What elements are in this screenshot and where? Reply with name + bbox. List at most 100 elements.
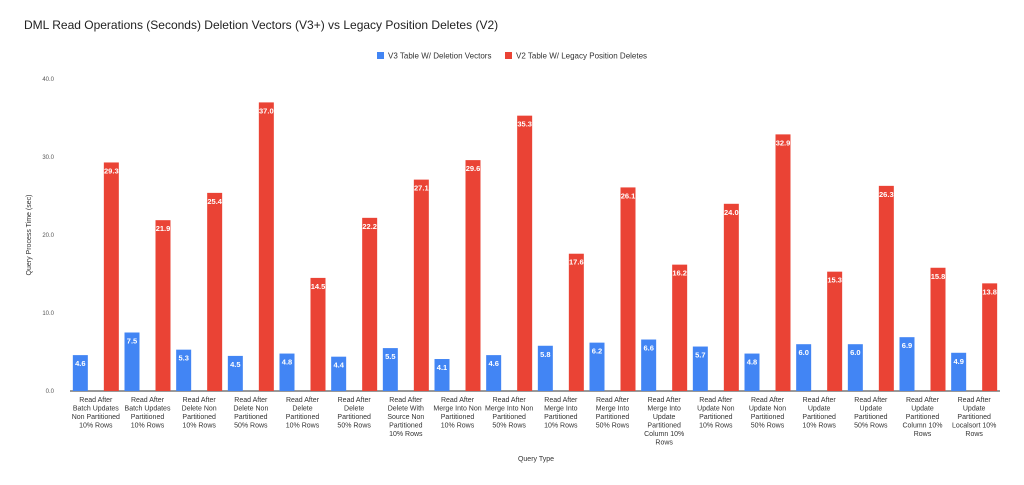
data-label: 15.8 <box>931 272 946 281</box>
data-label: 17.6 <box>569 258 584 267</box>
data-label: 26.3 <box>879 190 894 199</box>
x-tick-label: Read After Merge Into Partitioned 50% Rows <box>596 397 630 430</box>
bar <box>103 162 119 391</box>
bar <box>878 185 894 391</box>
y-tick-label: 0.0 <box>46 389 55 395</box>
x-tick-label-line: Read After <box>803 397 837 404</box>
x-tick-label-line: 50% Rows <box>751 423 785 430</box>
x-tick-label: Read After Delete Non Partitioned 10% Rows <box>182 397 217 430</box>
x-tick-label-line: Partitioned <box>286 414 320 421</box>
x-tick-label: Read After Delete Partitioned 50% Rows <box>337 397 371 430</box>
bar <box>72 355 88 391</box>
data-label: 26.1 <box>621 191 636 200</box>
bar <box>796 344 812 391</box>
data-label: 4.8 <box>282 358 292 367</box>
bar <box>827 271 843 391</box>
data-label: 4.9 <box>953 357 963 366</box>
x-tick-label-line: Partitioned <box>957 414 991 421</box>
x-tick-label-line: Update <box>808 406 831 413</box>
data-label: 4.1 <box>437 363 447 372</box>
x-tick-label-line: Update <box>911 406 934 413</box>
x-tick-label-line: Merge Into <box>596 406 630 413</box>
x-tick-label-line: Read After <box>699 397 733 404</box>
data-label: 6.9 <box>902 341 912 350</box>
x-tick-label-line: Delete With <box>388 406 424 413</box>
x-tick-label-line: Read After <box>234 397 268 404</box>
data-label: 4.6 <box>75 359 85 368</box>
bar <box>723 203 739 391</box>
legend-label: V2 Table W/ Legacy Position Deletes <box>516 52 647 61</box>
x-tick-label-line: Partitioned <box>647 423 681 430</box>
bar <box>951 352 967 391</box>
x-tick-label-line: 10% Rows <box>699 423 733 430</box>
x-tick-label-line: Delete Non <box>233 406 268 413</box>
x-tick-label-line: Partitioned <box>182 414 216 421</box>
x-tick-label-line: Update <box>653 414 676 421</box>
y-tick-label: 20.0 <box>42 233 54 239</box>
x-tick-label-line: Read After <box>389 397 423 404</box>
bar <box>537 345 553 391</box>
data-label: 27.1 <box>414 184 429 193</box>
x-tick-label: Read After Update Partitioned Localsort 10%… <box>952 397 996 438</box>
x-tick-label-line: Update <box>860 406 883 413</box>
bar <box>207 192 223 391</box>
data-label: 7.5 <box>127 337 137 346</box>
data-label: 14.5 <box>311 282 326 291</box>
x-tick-label-line: Read After <box>183 397 217 404</box>
bar <box>331 356 347 391</box>
x-tick-label-line: 10% Rows <box>286 423 320 430</box>
x-tick-label-line: Read After <box>131 397 165 404</box>
x-tick-label-line: Column 10% <box>902 423 942 430</box>
bar <box>310 277 326 391</box>
bar <box>382 348 398 391</box>
bar <box>413 179 429 391</box>
x-tick-label-line: Read After <box>493 397 527 404</box>
x-tick-label-line: Merge Into <box>647 406 681 413</box>
data-label: 22.2 <box>362 222 377 231</box>
bar <box>279 353 295 391</box>
x-tick-label-line: 50% Rows <box>854 423 888 430</box>
x-tick-label-line: Rows <box>914 431 932 438</box>
legend-swatch <box>505 52 512 59</box>
bar <box>434 359 450 391</box>
x-tick-label-line: 50% Rows <box>596 423 630 430</box>
x-tick-label-line: 10% Rows <box>389 431 423 438</box>
x-tick-label: Read After Update Partitioned Column 10% Row… <box>902 397 942 438</box>
bar <box>176 349 192 391</box>
x-tick-label: Read After Merge Into Non Partitioned 10% R… <box>433 397 481 430</box>
x-tick-label: Read After Merge Into Non Partitioned 50% R… <box>485 397 533 430</box>
x-tick-label-line: Merge Into Non <box>433 406 481 413</box>
bar <box>258 102 274 392</box>
x-tick-label-line: Partitioned <box>337 414 371 421</box>
bar <box>589 342 605 391</box>
x-tick-label-line: Read After <box>648 397 682 404</box>
x-tick-label-line: Partitioned <box>699 414 733 421</box>
x-tick-label-line: 50% Rows <box>234 423 268 430</box>
data-label: 5.5 <box>385 352 395 361</box>
legend-label: V3 Table W/ Deletion Vectors <box>388 52 491 61</box>
data-label: 35.3 <box>517 120 532 129</box>
data-label: 13.8 <box>982 287 997 296</box>
x-tick-label-line: Delete <box>344 406 364 413</box>
x-tick-label: Read After Batch Updates Non Partitioned 10… <box>72 397 120 430</box>
x-tick-label-line: Read After <box>854 397 888 404</box>
x-tick-label-line: Partitioned <box>389 423 423 430</box>
data-label: 32.9 <box>776 138 791 147</box>
x-tick-label-line: Update Non <box>749 406 786 413</box>
x-tick-label: Read After Update Non Partitioned 50% Rows <box>749 397 786 430</box>
x-tick-label-line: Read After <box>79 397 113 404</box>
bar <box>744 353 760 391</box>
x-tick-label-line: Delete Non <box>182 406 217 413</box>
data-label: 15.3 <box>827 276 842 285</box>
x-tick-label-line: Batch Updates <box>125 406 171 413</box>
x-tick-label-line: Partitioned <box>441 414 475 421</box>
x-tick-label-line: 10% Rows <box>79 423 113 430</box>
x-tick-label: Read After Merge Into Update Partitioned Col… <box>644 397 684 447</box>
data-label: 29.3 <box>104 166 119 175</box>
data-label: 4.8 <box>747 358 757 367</box>
x-tick-label: Read After Update Partitioned 10% Rows <box>802 397 836 430</box>
x-tick-label: Read After Delete With Source Non Partition… <box>387 397 424 438</box>
bar <box>641 339 657 391</box>
x-tick-label-line: 10% Rows <box>131 423 165 430</box>
